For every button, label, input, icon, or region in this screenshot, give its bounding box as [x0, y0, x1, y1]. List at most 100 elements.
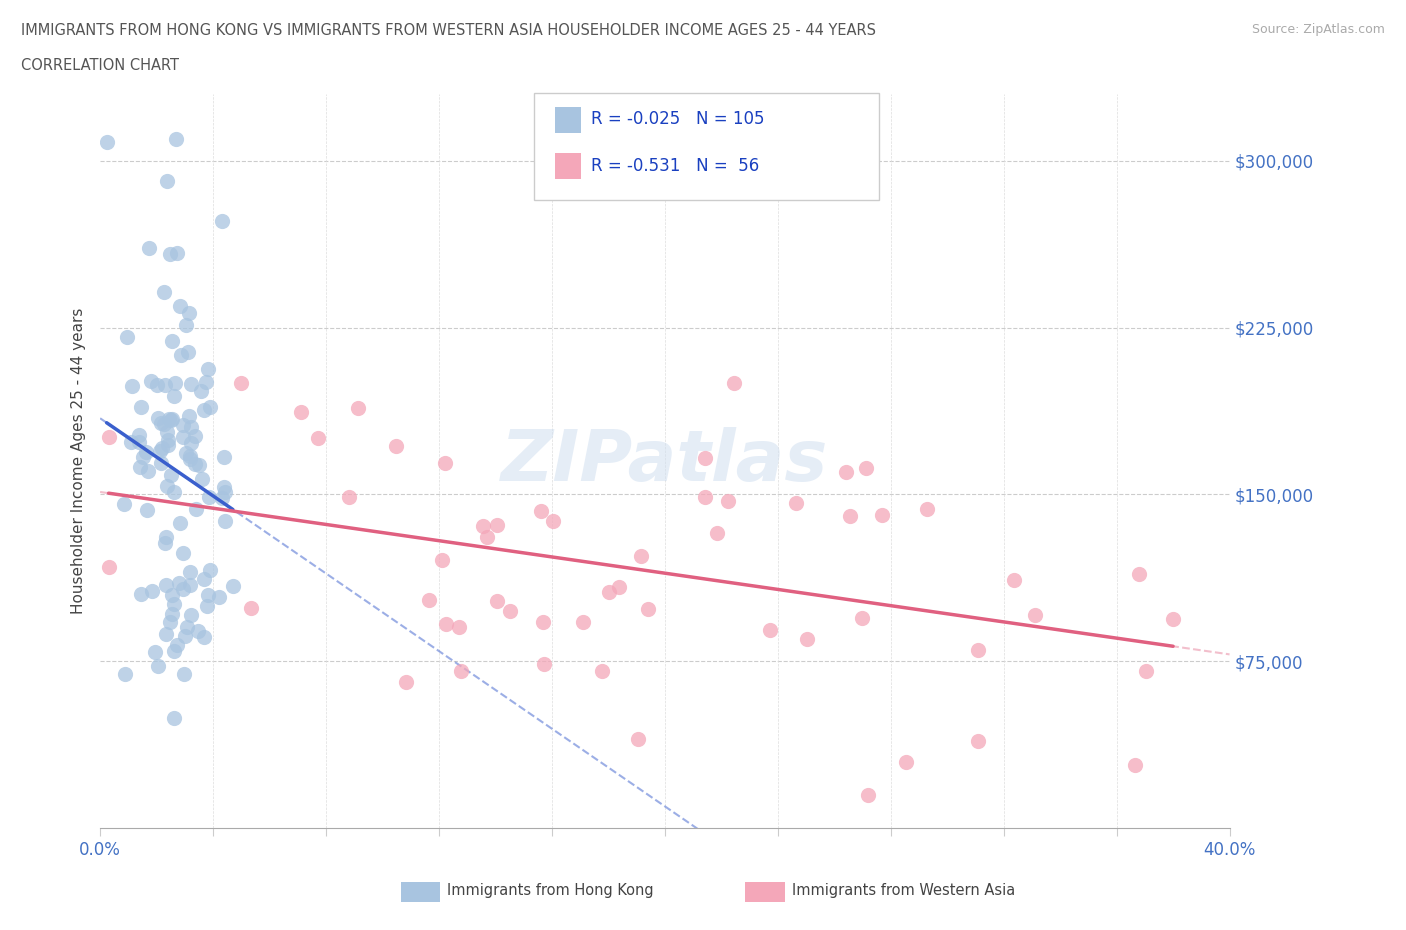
Point — [915, 502, 938, 517]
Point — [163, 644, 186, 658]
Point — [166, 246, 188, 260]
Text: ZIPatlas: ZIPatlas — [501, 427, 828, 496]
Point — [129, 459, 152, 474]
Point — [163, 485, 186, 499]
Point — [434, 456, 457, 471]
Point — [191, 472, 214, 486]
Point — [156, 424, 179, 439]
Point — [706, 525, 728, 540]
Point — [132, 449, 155, 464]
Point — [212, 450, 235, 465]
Point — [97, 559, 120, 574]
Point — [541, 514, 564, 529]
Point — [156, 432, 179, 447]
Point — [121, 379, 143, 393]
Point — [839, 509, 862, 524]
Point — [211, 490, 233, 505]
Point — [896, 754, 918, 769]
Point — [156, 479, 179, 494]
Point — [1123, 757, 1146, 772]
Point — [152, 417, 174, 432]
Point — [450, 664, 472, 679]
Point — [598, 584, 620, 599]
Point — [156, 173, 179, 188]
Point — [418, 592, 440, 607]
Text: Immigrants from Hong Kong: Immigrants from Hong Kong — [447, 884, 654, 898]
Point — [471, 518, 494, 533]
Point — [200, 563, 222, 578]
Point — [572, 615, 595, 630]
Point — [165, 375, 187, 390]
Point — [630, 549, 652, 564]
Point — [169, 299, 191, 313]
Point — [177, 345, 200, 360]
Point — [796, 632, 818, 647]
Point — [172, 581, 194, 596]
Point — [307, 431, 329, 445]
Point — [135, 445, 157, 459]
Point — [627, 731, 650, 746]
Point — [152, 285, 174, 299]
Point — [146, 658, 169, 673]
Point — [717, 494, 740, 509]
Point — [187, 624, 209, 639]
Point — [239, 601, 262, 616]
Point — [160, 412, 183, 427]
Point — [384, 439, 406, 454]
Point — [190, 383, 212, 398]
Point — [693, 450, 716, 465]
Point — [197, 362, 219, 377]
Point — [193, 571, 215, 586]
Point — [198, 400, 221, 415]
Point — [193, 630, 215, 644]
Point — [214, 485, 236, 499]
Point — [167, 576, 190, 591]
Point — [165, 131, 187, 146]
Point — [114, 666, 136, 681]
Point — [211, 213, 233, 228]
Point — [485, 593, 508, 608]
Point — [163, 597, 186, 612]
Point — [214, 514, 236, 529]
Point — [166, 637, 188, 652]
Point — [447, 619, 470, 634]
Point — [198, 489, 221, 504]
Y-axis label: Householder Income Ages 25 - 44 years: Householder Income Ages 25 - 44 years — [72, 308, 86, 614]
Point — [120, 434, 142, 449]
Point — [146, 378, 169, 392]
Point — [180, 377, 202, 392]
Point — [150, 440, 173, 455]
Point — [135, 502, 157, 517]
Point — [153, 378, 176, 392]
Point — [136, 464, 159, 479]
Point — [346, 400, 368, 415]
Point — [477, 529, 499, 544]
Point — [179, 306, 201, 321]
Point — [1024, 607, 1046, 622]
Text: R = -0.531   N =  56: R = -0.531 N = 56 — [591, 156, 759, 175]
Point — [197, 588, 219, 603]
Point — [176, 317, 198, 332]
Point — [529, 504, 551, 519]
Point — [395, 674, 418, 689]
Point — [180, 607, 202, 622]
Point — [155, 529, 177, 544]
Point — [533, 657, 555, 671]
Point — [150, 416, 173, 431]
Point — [693, 489, 716, 504]
Text: Source: ZipAtlas.com: Source: ZipAtlas.com — [1251, 23, 1385, 36]
Point — [591, 664, 613, 679]
Point — [172, 430, 194, 445]
Point — [485, 518, 508, 533]
Point — [785, 496, 807, 511]
Point — [159, 246, 181, 261]
Point — [1161, 612, 1184, 627]
Point — [1128, 566, 1150, 581]
Point — [430, 552, 453, 567]
Point — [163, 711, 186, 725]
Point — [179, 565, 201, 579]
Point — [637, 602, 659, 617]
Point — [183, 429, 205, 444]
Point — [187, 458, 209, 472]
Point — [966, 734, 988, 749]
